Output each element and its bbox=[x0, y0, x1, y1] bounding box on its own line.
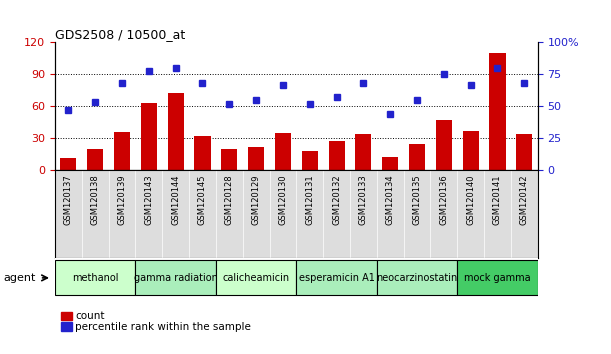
Text: GSM120130: GSM120130 bbox=[279, 174, 287, 225]
Text: GSM120138: GSM120138 bbox=[90, 174, 100, 225]
Text: methanol: methanol bbox=[72, 273, 119, 283]
Text: GSM120128: GSM120128 bbox=[225, 174, 234, 225]
Bar bbox=[457, 261, 538, 295]
Bar bbox=[296, 261, 377, 295]
Bar bbox=[409, 144, 425, 170]
Bar bbox=[382, 157, 398, 170]
Text: GSM120134: GSM120134 bbox=[386, 174, 395, 225]
Text: mock gamma: mock gamma bbox=[464, 273, 531, 283]
Bar bbox=[248, 147, 264, 170]
Text: GSM120145: GSM120145 bbox=[198, 174, 207, 225]
Bar bbox=[136, 261, 216, 295]
Bar bbox=[55, 261, 136, 295]
Bar bbox=[463, 131, 478, 170]
Text: GSM120135: GSM120135 bbox=[412, 174, 422, 225]
Bar bbox=[141, 103, 157, 170]
Text: neocarzinostatin: neocarzinostatin bbox=[376, 273, 458, 283]
Bar bbox=[114, 132, 130, 170]
Text: GDS2508 / 10500_at: GDS2508 / 10500_at bbox=[55, 28, 185, 41]
Bar bbox=[302, 151, 318, 170]
Text: esperamicin A1: esperamicin A1 bbox=[299, 273, 375, 283]
Bar bbox=[329, 141, 345, 170]
Text: GSM120141: GSM120141 bbox=[493, 174, 502, 225]
Text: GSM120133: GSM120133 bbox=[359, 174, 368, 225]
Bar bbox=[87, 149, 103, 170]
Text: GSM120143: GSM120143 bbox=[144, 174, 153, 225]
Text: GSM120142: GSM120142 bbox=[520, 174, 529, 225]
Text: GSM120129: GSM120129 bbox=[252, 174, 261, 225]
Bar bbox=[436, 120, 452, 170]
Bar bbox=[216, 261, 296, 295]
Bar bbox=[167, 93, 184, 170]
Bar bbox=[60, 158, 76, 170]
Text: GSM120136: GSM120136 bbox=[439, 174, 448, 225]
Text: count: count bbox=[75, 311, 104, 321]
Text: GSM120144: GSM120144 bbox=[171, 174, 180, 225]
Bar bbox=[275, 133, 291, 170]
Text: GSM120132: GSM120132 bbox=[332, 174, 341, 225]
Bar bbox=[489, 53, 505, 170]
Text: GSM120137: GSM120137 bbox=[64, 174, 73, 225]
Text: GSM120131: GSM120131 bbox=[306, 174, 314, 225]
Bar bbox=[356, 134, 371, 170]
Bar bbox=[221, 149, 237, 170]
Text: gamma radiation: gamma radiation bbox=[134, 273, 218, 283]
Text: GSM120139: GSM120139 bbox=[117, 174, 126, 225]
Text: GSM120140: GSM120140 bbox=[466, 174, 475, 225]
Bar bbox=[516, 134, 532, 170]
Text: percentile rank within the sample: percentile rank within the sample bbox=[75, 322, 251, 332]
Bar bbox=[194, 136, 211, 170]
Text: calicheamicin: calicheamicin bbox=[222, 273, 290, 283]
Text: agent: agent bbox=[3, 273, 35, 283]
Bar bbox=[377, 261, 457, 295]
